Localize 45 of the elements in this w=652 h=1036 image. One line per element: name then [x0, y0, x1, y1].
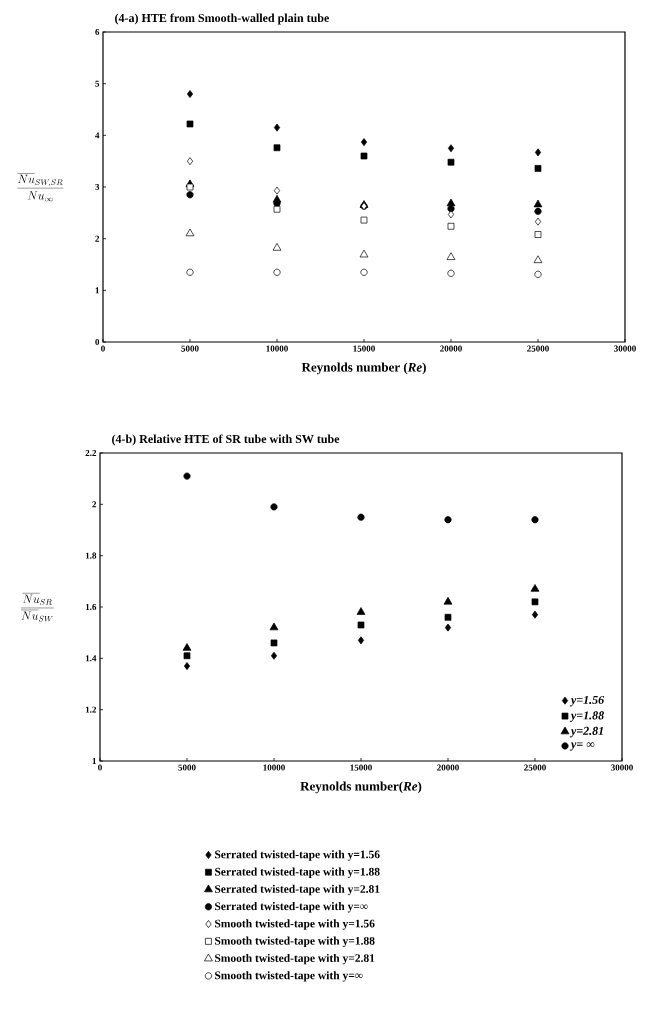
y-tick-label: 6	[95, 28, 100, 36]
y-tick-label: 1.6	[85, 603, 97, 611]
y-tick-label: 4	[95, 132, 100, 139]
legend-label: Smooth twisted-tape with y=1.56	[215, 919, 375, 930]
y-tick-label: 0	[95, 338, 100, 346]
legend-label: y= ∞	[569, 742, 595, 751]
legend-label: y=2.81	[569, 726, 603, 738]
x-tick-label: 20000	[440, 345, 462, 352]
y-tick-label: 2.2	[85, 449, 97, 457]
legend-label: Smooth twisted-tape with y=1.88	[215, 936, 375, 948]
y-tick-label: 1.8	[85, 552, 97, 559]
y-axis-title: $\frac{\overline{Nu}_{SW,SR}}{Nu_{\infty}}$	[17, 173, 64, 202]
x-tick-label: 25000	[524, 764, 546, 771]
legend-label: Serrated twisted-tape with y=2.81	[215, 884, 380, 896]
x-axis-title: Reynolds number(Re)	[300, 781, 422, 794]
x-tick-label: 0	[101, 345, 105, 352]
legend-label: y=1.88	[569, 711, 604, 722]
x-tick-label: 20000	[437, 764, 459, 771]
y-tick-label: 2	[95, 235, 100, 242]
y-axis-title: $\frac{\overline{Nu}_{SR}}{\overline{Nu}_{SW}}$	[21, 593, 54, 622]
legend-label: Smooth twisted-tape with y=2.81	[215, 953, 375, 965]
legend-label: Serrated twisted-tape with y=1.88	[215, 867, 380, 878]
y-tick-label: 1.2	[85, 706, 97, 713]
y-tick-label: 5	[95, 80, 100, 87]
legend-label: Smooth twisted-tape with y=∞	[215, 971, 363, 982]
x-tick-label: 30000	[614, 345, 636, 352]
x-tick-label: 5000	[181, 345, 199, 352]
x-tick-label: 10000	[263, 764, 285, 771]
x-tick-label: 10000	[266, 345, 288, 352]
chart-title: (4-b) Relative HTE of SR tube with SW tube	[112, 434, 340, 446]
y-tick-label: 2	[92, 501, 97, 508]
y-tick-label: 3	[95, 183, 100, 191]
x-tick-label: 15000	[353, 345, 375, 352]
x-tick-label: 15000	[350, 764, 372, 771]
y-tick-label: 1	[92, 758, 96, 764]
legend-label: y=1.56	[569, 695, 605, 707]
x-tick-label: 30000	[611, 764, 633, 771]
legend-label: Serrated twisted-tape with y=∞	[215, 902, 368, 913]
legend-label: Serrated twisted-tape with y=1.56	[215, 850, 380, 861]
chart-title: (4-a) HTE from Smooth-walled plain tube	[115, 13, 329, 25]
x-tick-label: 5000	[178, 764, 196, 771]
x-axis-title: Reynolds number (Re)	[301, 362, 426, 375]
x-tick-label: 25000	[527, 345, 549, 352]
y-tick-label: 1.4	[85, 655, 97, 662]
y-tick-label: 1	[95, 287, 99, 294]
